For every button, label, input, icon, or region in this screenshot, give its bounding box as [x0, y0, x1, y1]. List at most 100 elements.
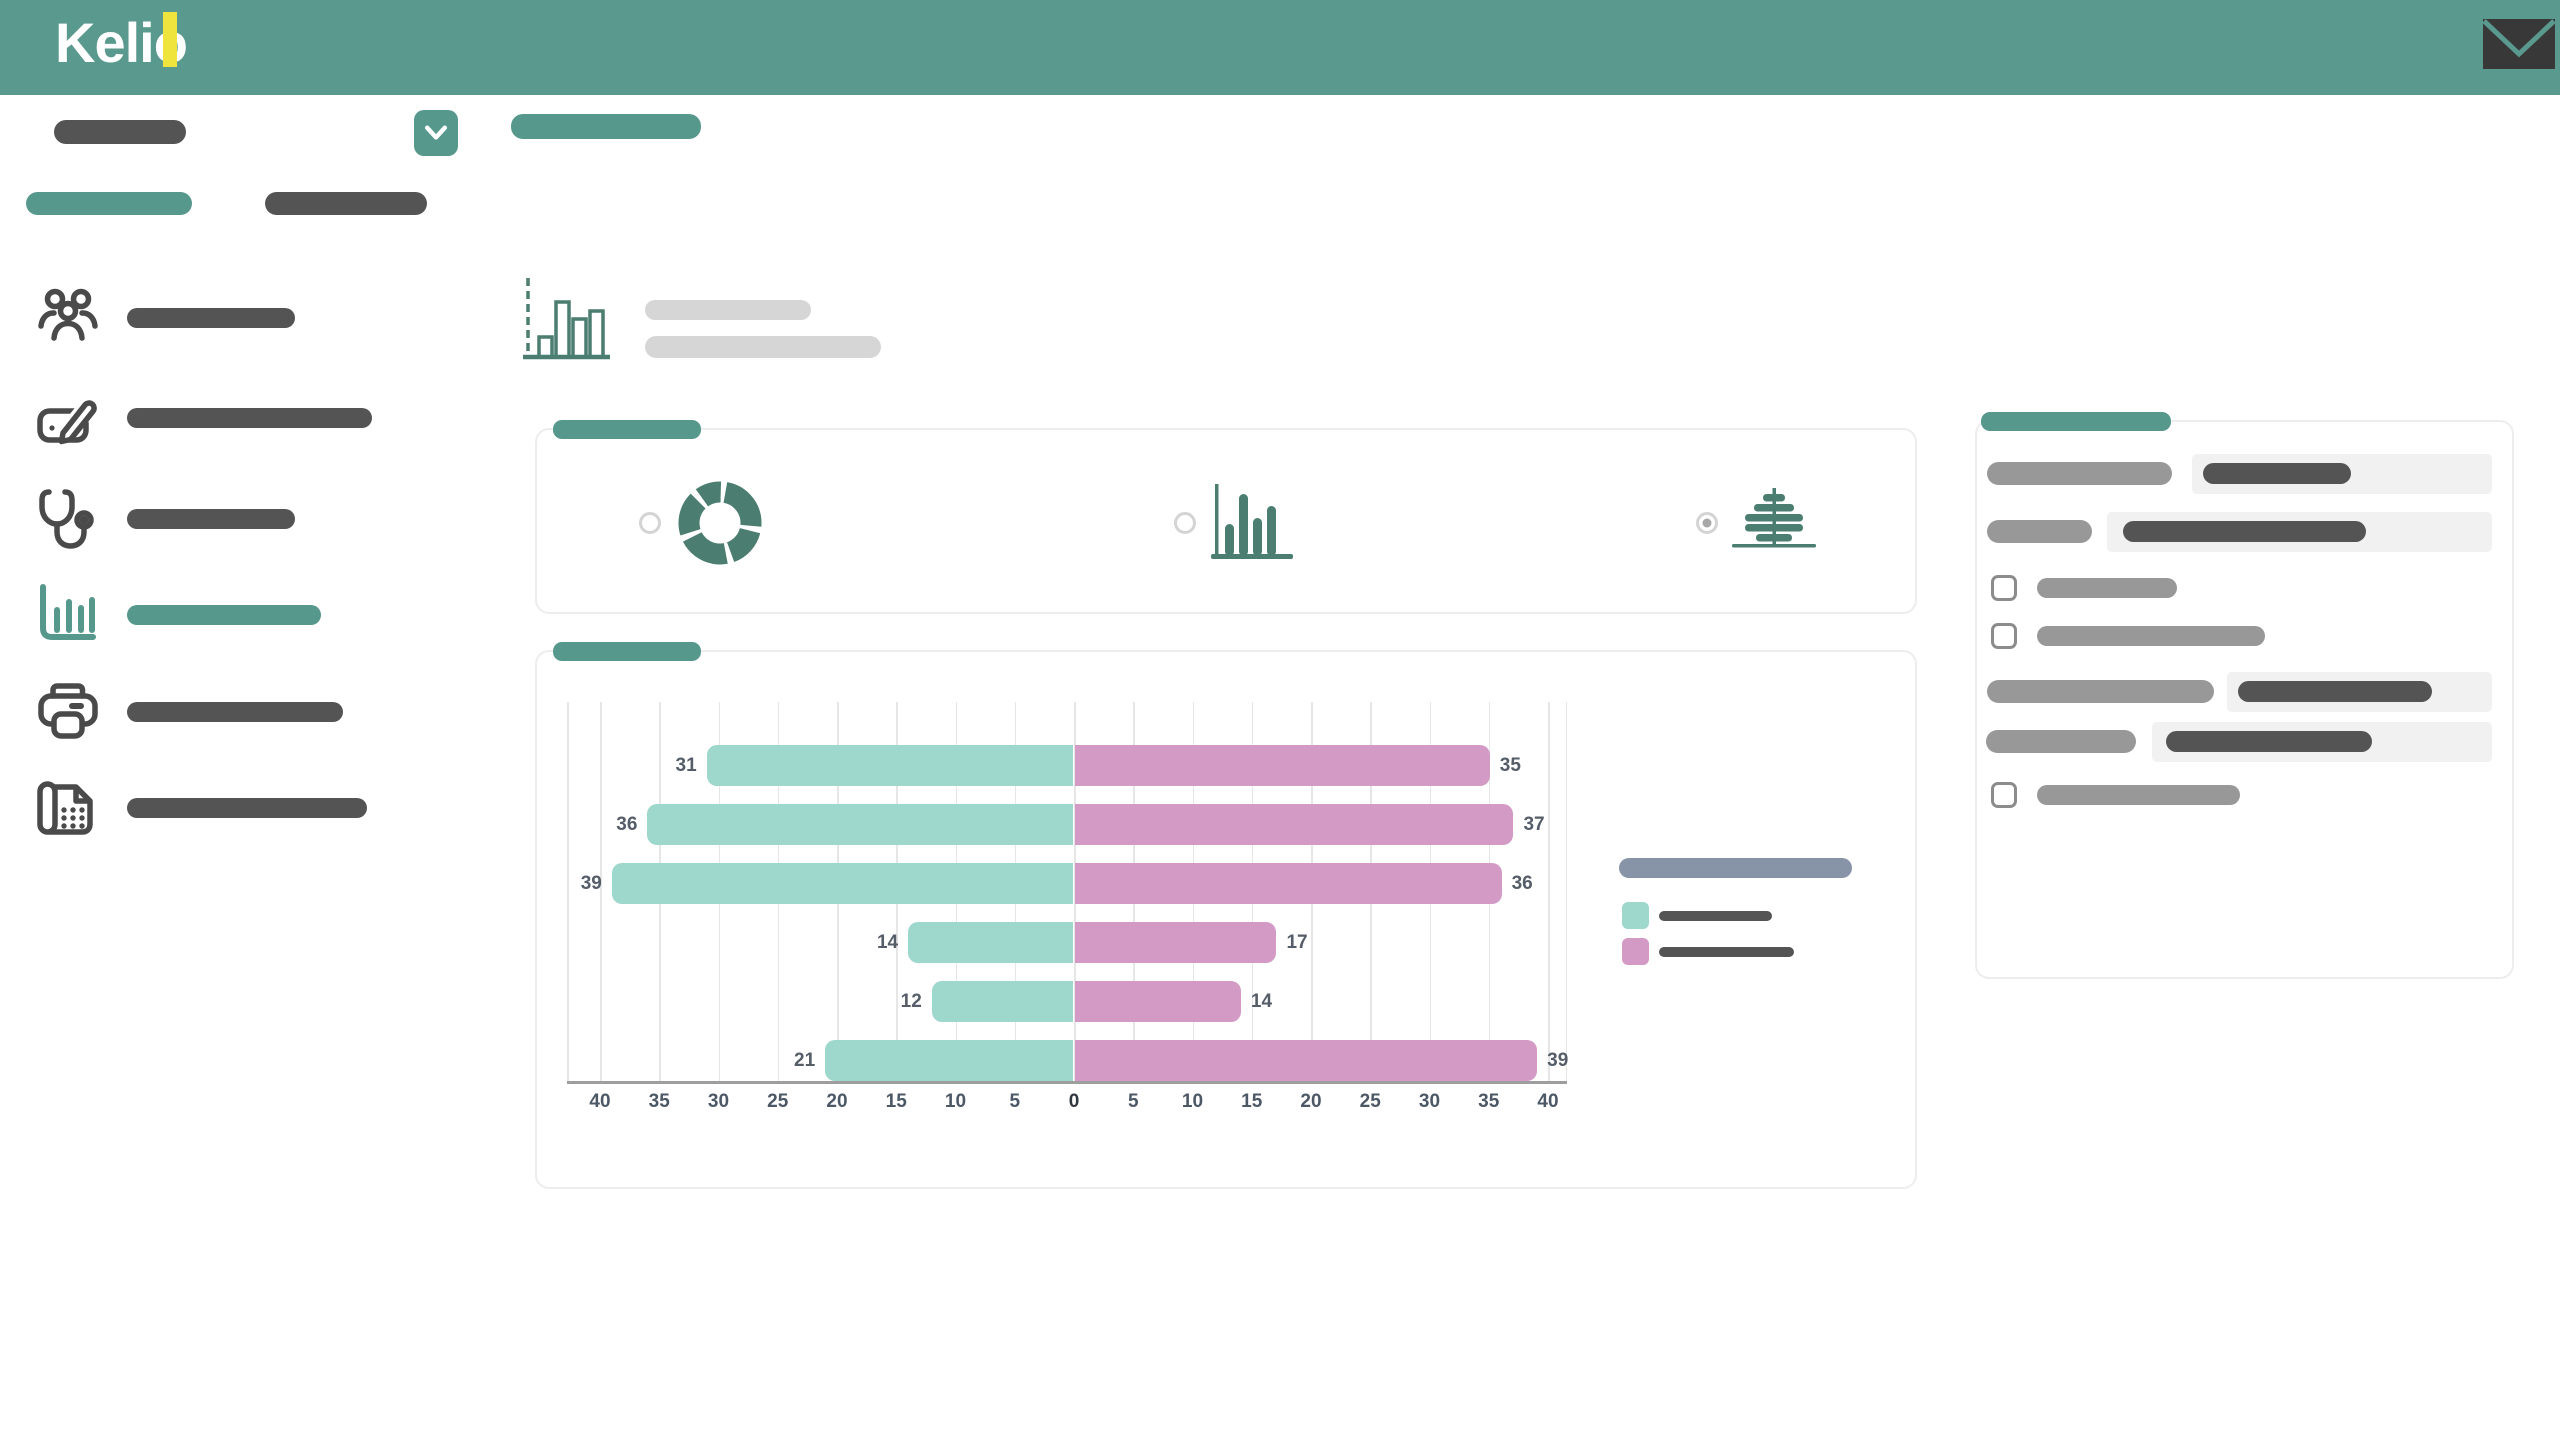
- checkbox-label-redacted: [2037, 785, 2240, 805]
- sidebar-label-redacted: [127, 509, 295, 529]
- checkbox-label-redacted: [2037, 578, 2177, 598]
- legend-title-redacted: [1619, 858, 1852, 878]
- pyramid-bar-left: [908, 922, 1073, 963]
- field-label-redacted: [1987, 520, 2092, 543]
- pyramid-bar-right: [1075, 922, 1277, 963]
- sidebar-label-redacted: [127, 605, 321, 625]
- legend-swatch-left-series: [1622, 902, 1649, 929]
- field-label-redacted: [1987, 680, 2214, 703]
- card-title-redacted: [553, 642, 701, 661]
- radio-bars[interactable]: [1174, 512, 1196, 534]
- radio-pyramid[interactable]: [1696, 512, 1718, 534]
- field-value-redacted: [2238, 681, 2432, 702]
- pyramid-bar-left: [825, 1040, 1073, 1081]
- sidebar-item-fax-reports[interactable]: [36, 776, 456, 840]
- sidebar-item-medical[interactable]: [36, 487, 456, 551]
- bar-value-label: 21: [794, 1050, 816, 1071]
- field-label-redacted: [1987, 462, 2172, 485]
- x-tick-label: 5: [1127, 1091, 1139, 1112]
- header-action-redacted[interactable]: [511, 114, 701, 139]
- x-tick-label: 15: [885, 1091, 907, 1112]
- bar-chart-icon: [36, 583, 100, 647]
- sidebar-label-redacted: [127, 308, 295, 328]
- card-title-redacted: [553, 420, 701, 439]
- x-tick-label: 25: [1359, 1091, 1381, 1112]
- x-tick-label: 20: [1300, 1091, 1322, 1112]
- bar-value-label: 12: [900, 991, 922, 1012]
- mail-icon[interactable]: [2482, 18, 2556, 70]
- checkbox-2[interactable]: [1991, 623, 2017, 649]
- gridline: [567, 702, 569, 1081]
- x-tick-label: 25: [767, 1091, 789, 1112]
- logo-o-with-accent: o: [153, 11, 188, 74]
- field-value-redacted: [2123, 521, 2366, 542]
- x-tick-label: 10: [944, 1091, 967, 1112]
- x-tick-label: 5: [1009, 1091, 1021, 1112]
- checkbox-1[interactable]: [1991, 575, 2017, 601]
- x-tick-label: 40: [1537, 1091, 1559, 1112]
- x-tick-label: 35: [648, 1091, 670, 1112]
- field-value-redacted: [2166, 731, 2372, 752]
- legend-label-redacted: [1659, 911, 1772, 921]
- field-label-redacted: [1986, 730, 2136, 753]
- form-field-4[interactable]: [2152, 722, 2492, 762]
- page-subtitle-redacted: [645, 336, 881, 358]
- pyramid-bar-right: [1075, 863, 1502, 904]
- bar-value-label: 36: [1511, 873, 1533, 894]
- x-tick-label: 40: [589, 1091, 611, 1112]
- bar-value-label: 37: [1523, 814, 1545, 835]
- x-tick-label: 35: [1478, 1091, 1500, 1112]
- pyramid-chart-card: 31 35 36 37 39 36 14 17 12 14 21 39 40 35 30 25 20 15 10 5…: [535, 642, 1917, 1189]
- form-field-1[interactable]: [2192, 454, 2492, 494]
- pyramid-bar-left: [931, 981, 1073, 1022]
- logo-text-start: Keli: [55, 11, 155, 74]
- chevron-down-icon: [424, 125, 448, 140]
- tab-active-redacted[interactable]: [26, 192, 192, 215]
- bar-value-label: 39: [580, 873, 602, 894]
- form-field-2[interactable]: [2107, 512, 2492, 552]
- donut-chart-icon: [672, 475, 768, 571]
- x-axis-ticks: 40 35 30 25 20 15 10 5 0 5 10 15 20 25 30 35 40: [567, 1081, 1567, 1121]
- pyramid-bar-right: [1075, 745, 1490, 786]
- legend-swatch-right-series: [1622, 938, 1649, 965]
- tab-inactive-redacted[interactable]: [265, 192, 427, 215]
- bar-value-label: 31: [675, 755, 697, 776]
- chart-type-selector-card: [535, 420, 1917, 614]
- x-tick-label: 0: [1068, 1091, 1080, 1112]
- checkbox-label-redacted: [2037, 626, 2265, 646]
- sidebar-label-redacted: [127, 408, 372, 428]
- context-expand-button[interactable]: [414, 110, 458, 156]
- sidebar-item-printing[interactable]: [36, 680, 456, 744]
- x-tick-label: 30: [1418, 1091, 1441, 1112]
- pyramid-bar-right: [1075, 804, 1514, 845]
- form-field-3[interactable]: [2227, 672, 2492, 712]
- gridline: [1074, 702, 1076, 1081]
- sidebar-item-declarations[interactable]: [36, 386, 456, 450]
- chart-options-panel: [1975, 412, 2514, 979]
- pyramid-bar-left: [647, 804, 1073, 845]
- field-value-redacted: [2203, 463, 2351, 484]
- pyramid-chart-icon: [1730, 488, 1818, 552]
- radio-donut[interactable]: [639, 512, 661, 534]
- x-tick-label: 20: [826, 1091, 848, 1112]
- bar-value-label: 14: [876, 932, 899, 953]
- pyramid-bar-left: [706, 745, 1073, 786]
- sidebar-label-redacted: [127, 702, 343, 722]
- statistics-chart-icon: [520, 275, 612, 363]
- sidebar-item-employees[interactable]: [36, 286, 456, 350]
- bar-value-label: 14: [1250, 991, 1273, 1012]
- sidebar-item-statistics-active[interactable]: [36, 583, 456, 647]
- gridline: [1565, 702, 1567, 1081]
- bar-value-label: 39: [1547, 1050, 1569, 1071]
- legend-label-redacted: [1659, 947, 1794, 957]
- bar-value-label: 35: [1499, 755, 1521, 776]
- checkbox-3[interactable]: [1991, 782, 2017, 808]
- fax-machine-icon: [36, 776, 100, 840]
- pyramid-plot: 31 35 36 37 39 36 14 17 12 14 21 39: [567, 702, 1569, 1084]
- panel-title-redacted: [1981, 412, 2171, 431]
- bar-value-label: 17: [1286, 932, 1308, 953]
- printer-icon: [36, 680, 100, 744]
- bar-value-label: 36: [616, 814, 638, 835]
- kelio-logo: Kelio: [55, 10, 188, 75]
